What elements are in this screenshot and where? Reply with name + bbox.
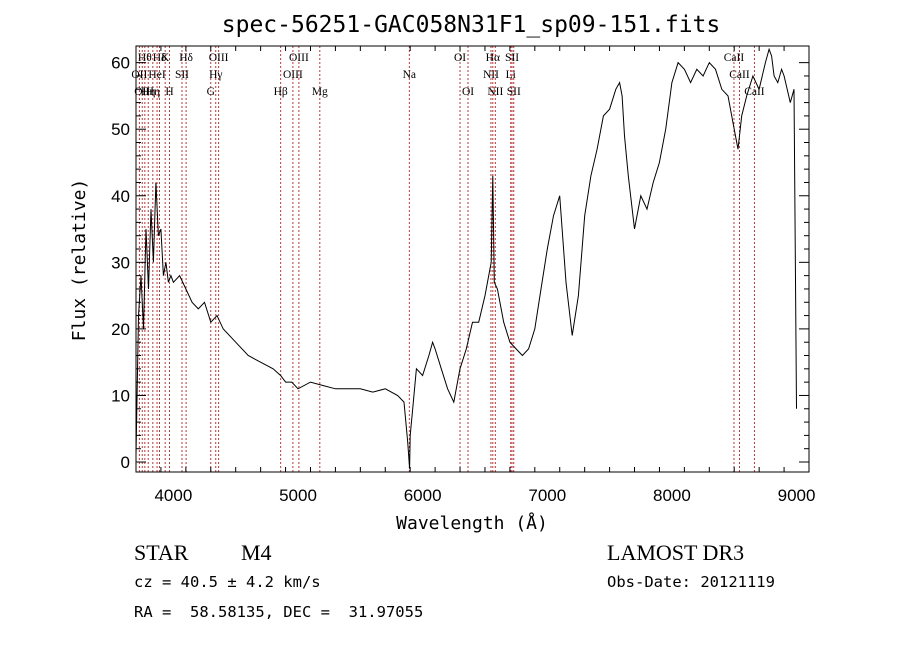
spectral-line-label: OIII — [283, 69, 303, 81]
y-tick-label: 30 — [111, 253, 130, 272]
spectral-line-label: G — [207, 86, 215, 98]
x-tick-label: 6000 — [404, 486, 442, 505]
spectral-line-label: SII — [505, 52, 519, 64]
spectral-line-label: OI — [454, 52, 466, 64]
spectral-line-label: CaII — [724, 52, 745, 64]
x-tick-label: 8000 — [653, 486, 691, 505]
spectral-line-label: Hη — [146, 86, 160, 98]
redshift-velocity: cz = 40.5 ± 4.2 km/s — [134, 573, 321, 591]
spectral-line-label: OI — [462, 86, 474, 98]
spectral-line-markers — [138, 46, 755, 472]
spectral-line-label: Hγ — [209, 69, 222, 81]
spectrum-series-line — [135, 47, 797, 469]
spectral-line-label: NII — [487, 86, 503, 98]
spectral-line-label: Hη — [141, 86, 155, 98]
object-subclass: M4 — [241, 540, 272, 565]
sky-coordinates: RA = 58.58135, DEC = 31.97055 — [134, 603, 424, 621]
spectral-line-label: SII — [175, 69, 189, 81]
survey-name: LAMOST DR3 — [607, 540, 745, 565]
spectral-line-label: Mg — [312, 86, 328, 98]
y-tick-label: 50 — [111, 120, 130, 139]
observation-date: Obs-Date: 20121119 — [607, 573, 775, 591]
spectral-line-label: Hδ — [179, 52, 193, 64]
spectral-line-label: OIII — [289, 52, 309, 64]
plot-frame — [135, 45, 810, 473]
y-tick-label: 10 — [111, 386, 130, 405]
spectral-line-labels: OIIOIIHθHηHηHeIHδKHSIIHδGHγOIIIHβOIIIOII… — [131, 52, 764, 98]
spectral-line-label: Hα — [486, 52, 500, 64]
spectral-line-label: SII — [507, 86, 521, 98]
x-tick-label: 7000 — [528, 486, 566, 505]
y-tick-label: 60 — [111, 54, 130, 73]
spectral-line-label: OIII — [209, 52, 229, 64]
spectral-line-label: Hδ — [153, 52, 167, 64]
spectral-line-label: Hβ — [274, 86, 288, 98]
x-tick-label: 4000 — [154, 486, 192, 505]
object-class: STAR — [134, 540, 189, 565]
spectral-line-label: CaII — [744, 86, 765, 98]
y-tick-label: 20 — [111, 320, 130, 339]
x-tick-label: 9000 — [778, 486, 816, 505]
spectral-line-label: OII — [131, 69, 147, 81]
spectral-line-label: K — [161, 52, 170, 64]
y-axis-label: Flux (relative) — [69, 179, 90, 342]
spectral-line-label: NII — [483, 69, 499, 81]
x-axis-label: Wavelength (Å) — [396, 512, 548, 534]
spectral-line-label: Li — [506, 69, 516, 81]
y-tick-label: 40 — [111, 187, 130, 206]
spectral-line-label: HeI — [148, 69, 165, 81]
y-tick-label: 0 — [121, 453, 130, 472]
spectral-line-label: Na — [403, 69, 416, 81]
spectral-line-label: Hθ — [138, 52, 152, 64]
y-axis: 0 10 20 30 40 50 60 — [111, 54, 809, 472]
chart-title: spec-56251-GAC058N31F1_sp09-151.fits — [222, 12, 721, 38]
x-tick-label: 5000 — [279, 486, 317, 505]
spectral-line-label: OII — [134, 86, 150, 98]
spectral-line-label: H — [165, 86, 173, 98]
spectral-line-label: CaII — [729, 69, 750, 81]
x-axis: 4000 5000 6000 7000 8000 9000 — [154, 46, 815, 505]
